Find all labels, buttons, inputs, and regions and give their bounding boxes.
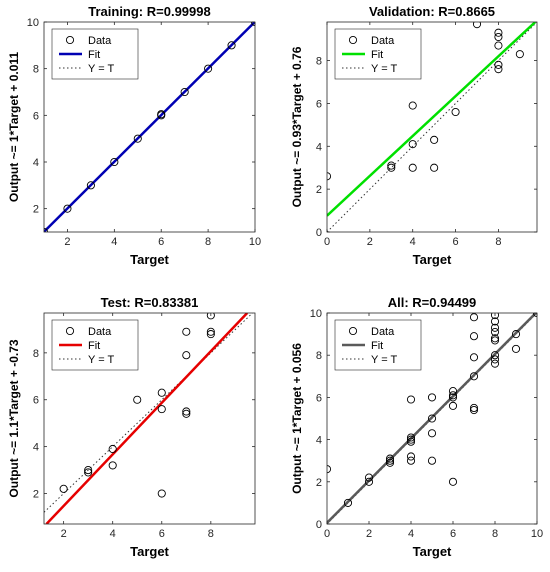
y-tick-label: 8: [316, 350, 322, 362]
y-tick-label: 8: [33, 348, 39, 360]
legend-label: Fit: [88, 49, 100, 61]
y-tick-label: 10: [310, 308, 322, 320]
y-axis-label: Output ~= 1.1*Target + -0.73: [7, 339, 21, 497]
chart-panel-2: 0 2 4 6 8 0 2 4 6 8 Validation: R=0.8665 Target Outp…: [290, 4, 537, 267]
x-axis-label: Target: [130, 252, 169, 267]
chart-panel-4: 0 2 4 6 8 10 0 2 4 6 8 10 All: R=0.94499 Target Output…: [290, 295, 543, 559]
y-tick-label: 2: [33, 489, 39, 501]
x-tick-label: 8: [208, 528, 214, 540]
x-tick-label: 4: [408, 528, 414, 540]
chart-title: Test: R=0.83381: [101, 295, 199, 310]
y-tick-label: 6: [33, 110, 39, 122]
y-tick-label: 4: [316, 435, 322, 447]
x-tick-label: 6: [159, 528, 165, 540]
legend-label: Y = T: [88, 63, 114, 75]
x-tick-label: 6: [450, 528, 456, 540]
y-axis-label: Output ~= 0.93*Target + 0.76: [290, 46, 304, 207]
legend-label: Data: [371, 35, 395, 47]
y-tick-label: 10: [27, 17, 39, 29]
legend: Data Fit Y = T: [335, 320, 421, 370]
y-tick-label: 2: [316, 184, 322, 196]
legend-label: Fit: [371, 49, 383, 61]
chart-title: Training: R=0.99998: [88, 4, 210, 19]
y-tick-label: 4: [316, 141, 322, 153]
y-tick-label: 4: [33, 157, 39, 169]
y-tick-label: 6: [33, 395, 39, 407]
y-tick-label: 8: [33, 64, 39, 76]
legend: Data Fit Y = T: [52, 320, 138, 370]
chart-title: Validation: R=0.8665: [369, 4, 495, 19]
chart-panel-1: 2 4 6 8 10 2 4 6 8 10 Training: R=0.99998 Target Out…: [7, 4, 261, 267]
y-axis-label: Output ~= 1*Target + 0.056: [290, 343, 304, 494]
x-tick-label: 4: [111, 236, 117, 248]
y-tick-label: 6: [316, 98, 322, 110]
x-axis-label: Target: [413, 544, 452, 559]
x-axis-label: Target: [413, 252, 452, 267]
y-tick-label: 2: [316, 477, 322, 489]
x-tick-label: 4: [110, 528, 116, 540]
y-axis-label: Output ~= 1*Target + 0.011: [7, 52, 21, 202]
x-tick-label: 2: [367, 236, 373, 248]
chart-panel-3: 2 4 6 8 2 4 6 8 Test: R=0.83381 Target Output ~= 1…: [7, 295, 255, 559]
legend-label: Data: [371, 326, 395, 338]
legend: Data Fit Y = T: [52, 29, 138, 79]
legend-label: Fit: [371, 340, 383, 352]
legend-label: Y = T: [371, 354, 397, 366]
x-tick-label: 10: [249, 236, 261, 248]
legend-label: Y = T: [371, 63, 397, 75]
legend: Data Fit Y = T: [335, 29, 421, 79]
y-tick-label: 8: [316, 56, 322, 68]
x-tick-label: 6: [158, 236, 164, 248]
x-tick-label: 8: [495, 236, 501, 248]
legend-label: Data: [88, 35, 112, 47]
x-tick-label: 4: [410, 236, 416, 248]
x-tick-label: 6: [453, 236, 459, 248]
y-tick-label: 4: [33, 442, 39, 454]
legend-label: Data: [88, 326, 112, 338]
y-tick-label: 2: [33, 204, 39, 216]
legend-label: Y = T: [88, 354, 114, 366]
x-tick-label: 8: [205, 236, 211, 248]
y-tick-label: 0: [316, 519, 322, 531]
x-tick-label: 10: [531, 528, 543, 540]
x-tick-label: 2: [366, 528, 372, 540]
chart-title: All: R=0.94499: [388, 295, 477, 310]
x-tick-label: 8: [492, 528, 498, 540]
y-tick-label: 6: [316, 392, 322, 404]
legend-label: Fit: [88, 340, 100, 352]
x-tick-label: 2: [61, 528, 67, 540]
x-tick-label: 0: [324, 528, 330, 540]
x-tick-label: 2: [64, 236, 70, 248]
y-tick-label: 0: [316, 227, 322, 239]
x-axis-label: Target: [130, 544, 169, 559]
x-tick-label: 0: [324, 236, 330, 248]
